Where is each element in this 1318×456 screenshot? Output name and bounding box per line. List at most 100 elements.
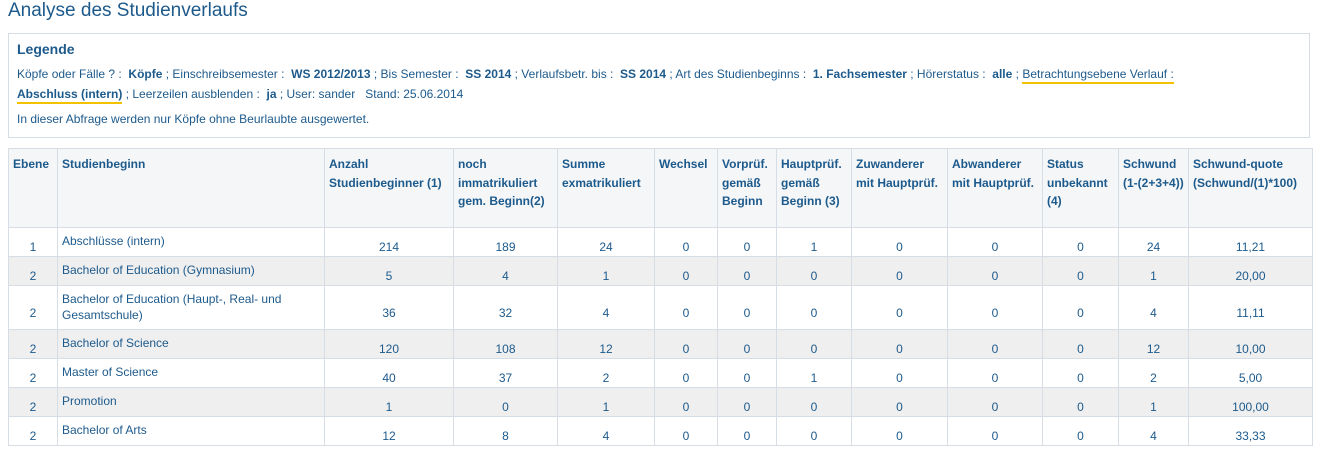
value-cell: 40 <box>324 358 454 388</box>
value-cell: 20,00 <box>1188 256 1313 286</box>
value-cell: 0 <box>851 227 948 257</box>
value-cell: 0 <box>654 256 718 286</box>
value-cell: 0 <box>776 256 852 286</box>
value-cell: 0 <box>947 416 1043 446</box>
value-cell: 0 <box>654 387 718 417</box>
studienbeginn-cell[interactable]: Bachelor of Education (Gymnasium) <box>57 256 325 286</box>
value-cell: 0 <box>947 285 1043 330</box>
results-table: Ebene Studienbeginn Anzahl Studienbeginner… <box>8 148 1313 446</box>
value-cell: 2 <box>557 358 655 388</box>
studienbeginn-cell[interactable]: Bachelor of Science <box>57 329 325 359</box>
value-cell: 0 <box>851 387 948 417</box>
betrachtungsebene-value: Abschluss (intern) <box>17 87 123 104</box>
studienbeginn-cell[interactable]: Master of Science <box>57 358 325 388</box>
koepfe-label: Köpfe oder Fälle ? : <box>17 67 122 81</box>
value-cell: 1 <box>557 387 655 417</box>
hoererstatus-label: ; Hörerstatus : <box>910 67 986 81</box>
value-cell: 4 <box>1118 285 1189 330</box>
bis-semester-label: ; Bis Semester : <box>373 67 459 81</box>
value-cell: 0 <box>717 285 777 330</box>
column-header: Hauptprüf. gemäß Beginn (3) <box>776 148 852 228</box>
value-cell: 1 <box>776 358 852 388</box>
stand-text: Stand: 25.06.2014 <box>365 87 464 101</box>
value-cell: 0 <box>717 358 777 388</box>
value-cell: 0 <box>1042 329 1119 359</box>
table-row: 2 Bachelor of Science 120 108 12 0 0 0 0 0 0 12 10,0… <box>8 329 1313 359</box>
semester-value: WS 2012/2013 <box>291 67 371 81</box>
verlauf-value: SS 2014 <box>620 67 667 81</box>
value-cell: 0 <box>947 256 1043 286</box>
value-cell: 24 <box>1118 227 1189 257</box>
value-cell: 0 <box>654 358 718 388</box>
table-row: 1 Abschlüsse (intern) 214 189 24 0 0 1 0 0 0 24 11,2… <box>8 227 1313 257</box>
value-cell: 24 <box>557 227 655 257</box>
art-value: 1. Fachsemester <box>812 67 907 81</box>
value-cell: 33,33 <box>1188 416 1313 446</box>
page-title: Analyse des Studienverlaufs <box>8 0 248 21</box>
value-cell: 0 <box>947 227 1043 257</box>
betrachtungsebene-link[interactable]: Betrachtungsebene Verlauf : <box>1022 67 1174 84</box>
legend-parameters-line-1: Köpfe oder Fälle ? : Köpfe ; Einschreibs… <box>17 67 1174 84</box>
studienbeginn-cell[interactable]: Bachelor of Education (Haupt-, Real- und… <box>57 285 325 330</box>
ebene-cell: 2 <box>8 416 58 446</box>
value-cell: 0 <box>717 329 777 359</box>
table-row: 2 Master of Science 40 37 2 0 0 1 0 0 0 2 5,00 <box>8 358 1313 388</box>
value-cell: 0 <box>717 256 777 286</box>
leerzeilen-label: ; Leerzeilen ausblenden : <box>125 87 260 101</box>
value-cell: 0 <box>717 416 777 446</box>
column-header: Zuwanderer mit Hauptprüf. <box>851 148 948 228</box>
value-cell: 0 <box>851 329 948 359</box>
value-cell: 0 <box>1042 256 1119 286</box>
ebene-cell: 2 <box>8 256 58 286</box>
legend-parameters-line-2: Abschluss (intern) ; Leerzeilen ausblend… <box>17 87 464 104</box>
value-cell: 0 <box>851 256 948 286</box>
value-cell: 5 <box>324 256 454 286</box>
value-cell: 1 <box>776 227 852 257</box>
studienbeginn-cell[interactable]: Bachelor of Arts <box>57 416 325 446</box>
value-cell: 0 <box>947 329 1043 359</box>
value-cell: 214 <box>324 227 454 257</box>
value-cell: 0 <box>851 358 948 388</box>
value-cell: 0 <box>1042 416 1119 446</box>
value-cell: 0 <box>654 329 718 359</box>
user-text: ; User: sander <box>279 87 356 101</box>
studienbeginn-cell[interactable]: Promotion <box>57 387 325 417</box>
legend-note: In dieser Abfrage werden nur Köpfe ohne … <box>17 112 370 126</box>
column-header: noch immatrikuliert gem. Beginn(2) <box>453 148 558 228</box>
value-cell: 0 <box>1042 227 1119 257</box>
value-cell: 0 <box>453 387 558 417</box>
column-header: Wechsel <box>654 148 718 228</box>
value-cell: 0 <box>776 329 852 359</box>
column-header: Summe exmatrikuliert <box>557 148 655 228</box>
value-cell: 0 <box>717 387 777 417</box>
value-cell: 189 <box>453 227 558 257</box>
studienbeginn-cell[interactable]: Abschlüsse (intern) <box>57 227 325 257</box>
value-cell: 0 <box>1042 285 1119 330</box>
value-cell: 0 <box>654 416 718 446</box>
value-cell: 4 <box>557 285 655 330</box>
verlauf-label: ; Verlaufsbetr. bis : <box>514 67 614 81</box>
value-cell: 0 <box>776 416 852 446</box>
ebene-cell: 2 <box>8 329 58 359</box>
value-cell: 4 <box>453 256 558 286</box>
value-cell: 0 <box>717 227 777 257</box>
bis-semester-value: SS 2014 <box>465 67 512 81</box>
value-cell: 2 <box>1118 358 1189 388</box>
value-cell: 0 <box>1042 387 1119 417</box>
table-header-row: Ebene Studienbeginn Anzahl Studienbeginner… <box>8 148 1313 228</box>
koepfe-value: Köpfe <box>128 67 163 81</box>
value-cell: 108 <box>453 329 558 359</box>
value-cell: 0 <box>776 285 852 330</box>
value-cell: 10,00 <box>1188 329 1313 359</box>
column-header: Studienbeginn <box>57 148 325 228</box>
value-cell: 0 <box>776 387 852 417</box>
value-cell: 0 <box>654 227 718 257</box>
value-cell: 12 <box>324 416 454 446</box>
value-cell: 37 <box>453 358 558 388</box>
column-header: Schwund-quote (Schwund/(1)*100) <box>1188 148 1313 228</box>
value-cell: 5,00 <box>1188 358 1313 388</box>
separator: ; <box>1015 67 1019 81</box>
table-body: 1 Abschlüsse (intern) 214 189 24 0 0 1 0 0 0 24 11,2… <box>8 227 1313 446</box>
column-header: Schwund (1-(2+3+4)) <box>1118 148 1189 228</box>
value-cell: 0 <box>654 285 718 330</box>
